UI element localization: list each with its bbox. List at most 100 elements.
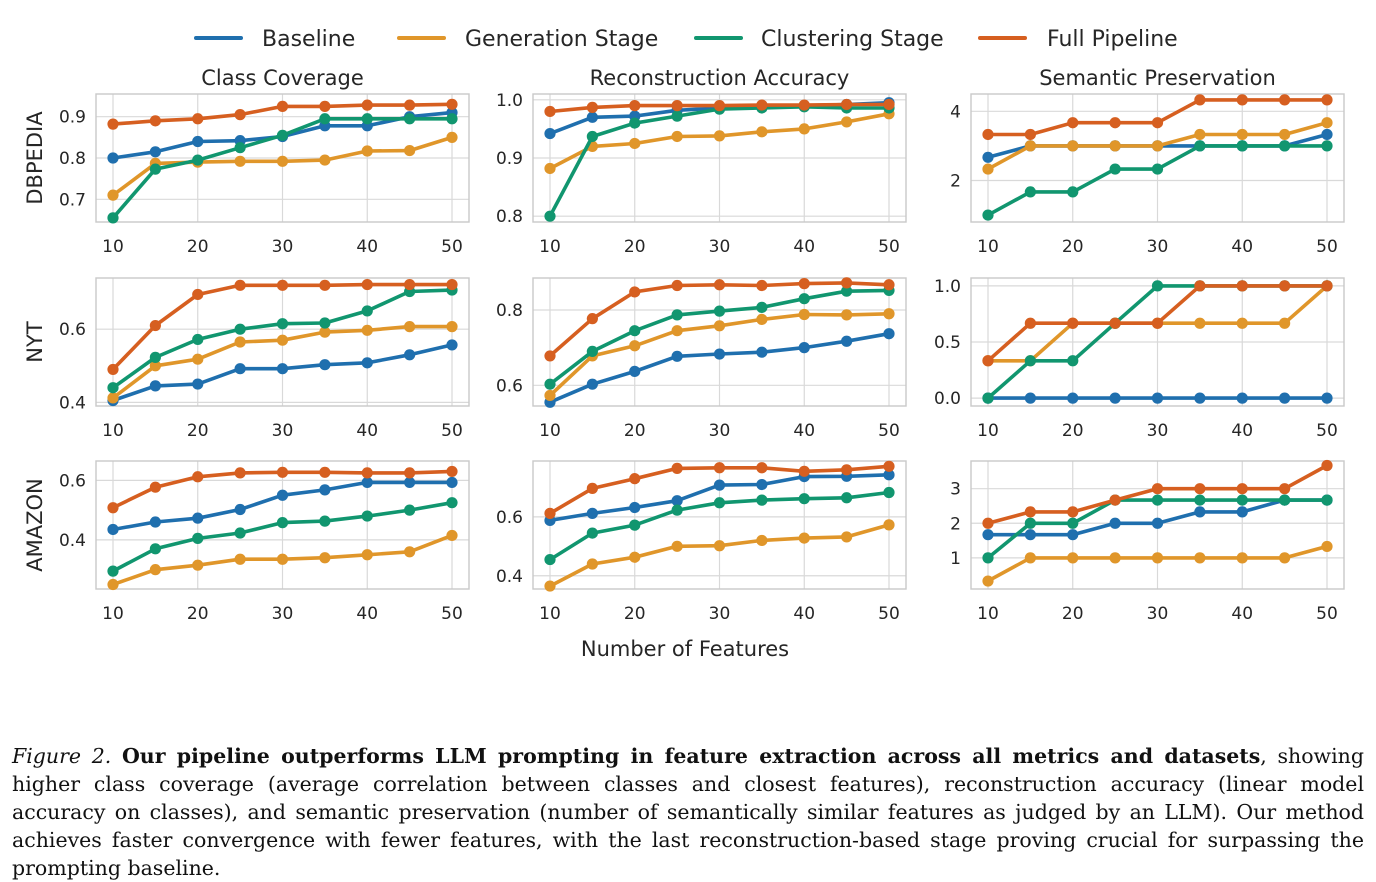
panel-nyt-reconstruction-accuracy-point-baseline <box>798 342 810 354</box>
panel-amazon-semantic-preservation-point-clustering-stage <box>982 552 994 564</box>
panel-amazon-reconstruction-accuracy-point-full-pipeline <box>586 482 598 494</box>
row-label-dbpedia: DBPEDIA <box>23 111 47 205</box>
panel-amazon-semantic-preservation-y-tick-label: 1 <box>950 549 961 569</box>
panel-amazon-reconstruction-accuracy-point-baseline <box>713 479 726 491</box>
panel-nyt-class-coverage: 10 20 30 40 50 0.4 0.6 <box>59 277 470 441</box>
panel-nyt-semantic-preservation-point-baseline <box>1024 392 1036 404</box>
panel-amazon-class-coverage: 10 20 30 40 50 0.4 0.6 <box>59 460 470 624</box>
panel-nyt-reconstruction-accuracy-point-clustering-stage <box>671 309 683 321</box>
panel-nyt-reconstruction-accuracy-point-baseline <box>713 348 726 360</box>
panel-nyt-reconstruction-accuracy-x-tick-label: 30 <box>709 421 731 441</box>
panel-dbpedia-class-coverage-point-full-pipeline <box>446 98 458 110</box>
panel-amazon-class-coverage-point-generation-stage <box>319 552 331 564</box>
panel-amazon-reconstruction-accuracy-point-generation-stage <box>629 551 641 563</box>
panel-nyt-class-coverage-point-generation-stage <box>149 360 161 372</box>
panel-amazon-reconstruction-accuracy-point-clustering-stage <box>798 493 810 505</box>
panel-nyt-reconstruction-accuracy-point-generation-stage <box>841 309 853 321</box>
panel-amazon-class-coverage-point-generation-stage <box>404 546 416 558</box>
panel-nyt-reconstruction-accuracy-point-generation-stage <box>671 325 683 337</box>
panel-amazon-class-coverage-point-clustering-stage <box>234 527 246 539</box>
panel-amazon-semantic-preservation-point-baseline <box>982 529 994 541</box>
panel-nyt-semantic-preservation-point-full-pipeline <box>1279 280 1291 292</box>
panel-dbpedia-semantic-preservation-point-clustering-stage <box>1109 163 1121 175</box>
panel-amazon-semantic-preservation-point-clustering-stage <box>1024 517 1036 529</box>
panel-amazon-semantic-preservation-y-tick-label: 3 <box>950 480 961 500</box>
panel-dbpedia-semantic-preservation-frame <box>970 93 1345 223</box>
panel-dbpedia-class-coverage-point-clustering-stage <box>107 212 119 224</box>
panel-amazon-reconstruction-accuracy-x-tick-label: 40 <box>793 604 815 624</box>
panel-nyt-semantic-preservation-x-tick-label: 50 <box>1316 421 1338 441</box>
panel-dbpedia-reconstruction-accuracy-y-tick-label: 0.9 <box>496 149 523 169</box>
panel-amazon-class-coverage-y-tick-label: 0.4 <box>59 531 86 551</box>
panel-nyt-class-coverage-point-clustering-stage <box>234 323 246 335</box>
panel-nyt-reconstruction-accuracy-point-full-pipeline <box>671 279 683 292</box>
panel-dbpedia-semantic-preservation-point-generation-stage <box>1236 128 1248 141</box>
panel-amazon-reconstruction-accuracy-x-tick-label: 50 <box>878 604 900 624</box>
panel-amazon-reconstruction-accuracy-x-tick-label: 30 <box>709 604 731 624</box>
panel-nyt-semantic-preservation-y-tick-label: 0.5 <box>934 333 961 353</box>
panel-amazon-semantic-preservation-point-full-pipeline <box>1024 506 1036 518</box>
panel-amazon-class-coverage-point-full-pipeline <box>149 481 161 493</box>
panel-amazon-semantic-preservation-x-tick-label: 30 <box>1147 604 1169 624</box>
panel-dbpedia-semantic-preservation-point-clustering-stage <box>1321 140 1333 152</box>
panel-amazon-reconstruction-accuracy-point-clustering-stage <box>629 519 641 531</box>
panel-nyt-reconstruction-accuracy-point-full-pipeline <box>544 350 556 362</box>
panel-dbpedia-class-coverage-y-tick-label: 0.7 <box>59 190 86 210</box>
panel-dbpedia-semantic-preservation-point-full-pipeline <box>1151 117 1164 129</box>
panel-nyt-class-coverage-x-tick-label: 10 <box>102 421 124 441</box>
panel-nyt-reconstruction-accuracy-point-baseline <box>629 365 641 377</box>
panel-nyt-class-coverage-point-baseline <box>149 380 161 392</box>
panel-dbpedia-reconstruction-accuracy-point-full-pipeline <box>841 98 853 111</box>
panel-nyt-reconstruction-accuracy-point-full-pipeline <box>883 279 895 291</box>
panel-amazon-semantic-preservation: 10 20 30 40 50 1 2 3 <box>950 459 1345 624</box>
panel-amazon-class-coverage-point-baseline <box>276 489 289 501</box>
panel-dbpedia-class-coverage-point-generation-stage <box>404 144 416 157</box>
panel-amazon-semantic-preservation-point-baseline <box>1236 506 1248 518</box>
panel-nyt-reconstruction-accuracy-point-clustering-stage <box>586 345 598 358</box>
panel-amazon-semantic-preservation-frame <box>970 460 1345 590</box>
panel-dbpedia-semantic-preservation-point-full-pipeline <box>1279 94 1291 106</box>
panel-dbpedia-class-coverage-point-full-pipeline <box>404 99 416 111</box>
panel-dbpedia-reconstruction-accuracy-point-clustering-stage <box>671 110 683 122</box>
panel-nyt-class-coverage-point-baseline <box>319 359 331 371</box>
panel-dbpedia-class-coverage-x-tick-label: 20 <box>187 237 209 257</box>
panel-dbpedia-reconstruction-accuracy-x-tick-label: 30 <box>709 237 731 257</box>
panel-dbpedia-semantic-preservation-point-generation-stage <box>1321 117 1333 129</box>
panel-amazon-class-coverage-point-clustering-stage <box>192 532 204 544</box>
panel-amazon-semantic-preservation-point-full-pipeline <box>1321 459 1333 472</box>
panel-nyt-class-coverage-point-clustering-stage <box>276 318 289 330</box>
panel-nyt-semantic-preservation-point-full-pipeline <box>1024 317 1036 329</box>
panel-nyt-class-coverage-point-clustering-stage <box>149 351 161 363</box>
panel-dbpedia-semantic-preservation-point-generation-stage <box>1109 140 1121 152</box>
panel-dbpedia-reconstruction-accuracy-point-generation-stage <box>756 126 768 138</box>
panel-amazon-class-coverage-x-tick-label: 40 <box>356 604 378 624</box>
panel-nyt-reconstruction-accuracy-point-generation-stage <box>798 308 810 321</box>
panel-dbpedia-class-coverage-x-tick-label: 40 <box>356 237 378 257</box>
panel-dbpedia-reconstruction-accuracy-y-tick-label: 1.0 <box>496 91 523 111</box>
panel-amazon-semantic-preservation-point-baseline <box>1109 517 1121 529</box>
panel-nyt-reconstruction-accuracy-y-tick-label: 0.6 <box>496 376 523 396</box>
panel-amazon-class-coverage-point-generation-stage <box>361 549 373 561</box>
panel-dbpedia-semantic-preservation-point-clustering-stage <box>1151 163 1164 175</box>
panel-amazon-class-coverage-point-generation-stage <box>107 578 119 591</box>
panel-amazon-reconstruction-accuracy-point-full-pipeline <box>629 473 641 485</box>
panel-dbpedia-semantic-preservation-point-full-pipeline <box>1024 128 1036 141</box>
panel-amazon-reconstruction-accuracy-point-generation-stage <box>713 540 726 552</box>
panel-amazon-semantic-preservation-point-clustering-stage <box>1067 517 1079 529</box>
panel-dbpedia-reconstruction-accuracy-point-full-pipeline <box>883 98 895 111</box>
panel-dbpedia-class-coverage-point-generation-stage <box>361 145 373 157</box>
panel-amazon-reconstruction-accuracy-point-baseline <box>756 478 768 491</box>
panel-nyt-reconstruction-accuracy-point-baseline <box>841 335 853 347</box>
panel-amazon-reconstruction-accuracy-point-clustering-stage <box>756 494 768 506</box>
panel-dbpedia-class-coverage-y-tick-label: 0.9 <box>59 108 86 128</box>
panel-amazon-class-coverage-point-clustering-stage <box>361 510 373 522</box>
panel-nyt-class-coverage-point-full-pipeline <box>107 363 119 376</box>
panel-amazon-class-coverage-point-baseline <box>404 476 416 489</box>
panel-amazon-class-coverage-x-tick-label: 30 <box>272 604 294 624</box>
panel-dbpedia-semantic-preservation-point-generation-stage <box>1279 128 1291 141</box>
caption-text: , showing higher class coverage (average… <box>12 744 1364 880</box>
panel-dbpedia-reconstruction-accuracy-point-generation-stage <box>544 162 556 175</box>
panel-nyt-semantic-preservation: 10 20 30 40 50 0.0 0.5 1.0 <box>934 277 1345 441</box>
panel-dbpedia-class-coverage-point-generation-stage <box>446 131 458 143</box>
panel-nyt-reconstruction-accuracy-point-baseline <box>671 350 683 362</box>
